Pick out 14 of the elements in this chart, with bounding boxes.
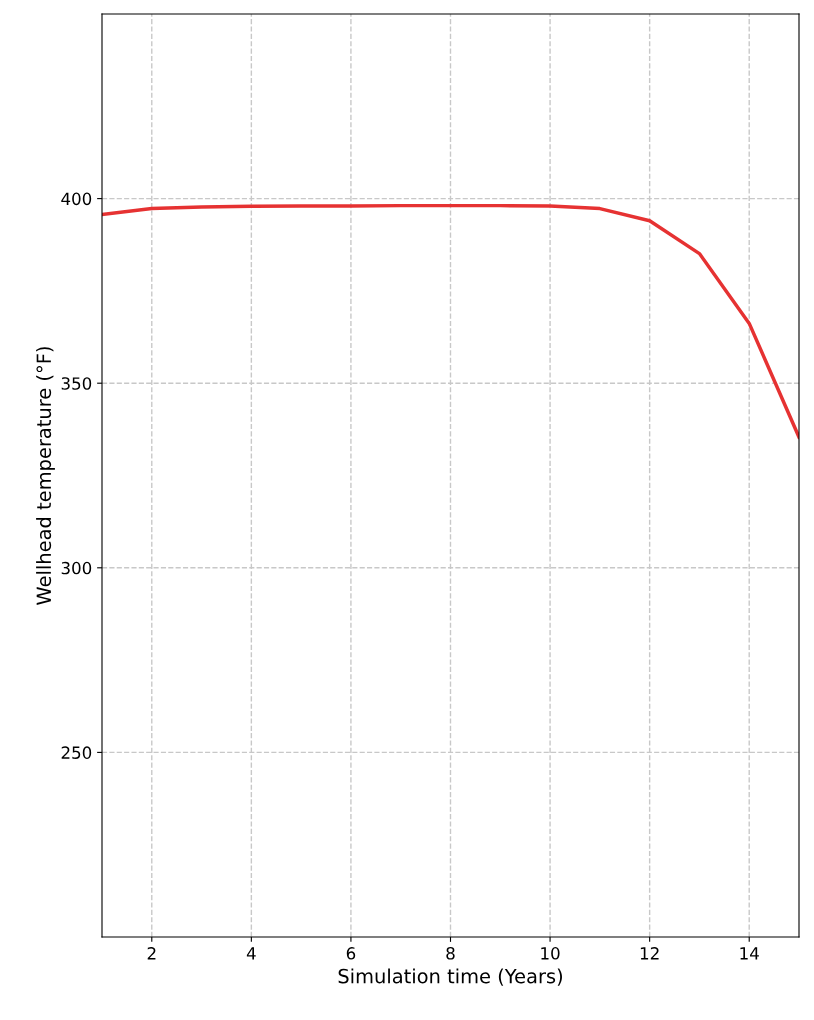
x-tick-label: 14 xyxy=(740,947,759,960)
x-tick-label: 10 xyxy=(541,947,560,960)
y-tick-label: 250 xyxy=(61,746,92,759)
x-tick-label: 12 xyxy=(640,947,659,960)
x-tick-label: 6 xyxy=(346,947,356,960)
x-axis-title: Simulation time (Years) xyxy=(338,968,562,986)
x-tick-label: 8 xyxy=(446,947,455,960)
y-axis-title: Wellhead temperature (°F) xyxy=(36,347,55,605)
line-series xyxy=(102,203,799,439)
y-tick-label: 300 xyxy=(61,561,92,575)
x-tick-label: 2 xyxy=(147,947,156,960)
y-tick-label: 350 xyxy=(61,377,92,390)
y-tick-label: 400 xyxy=(61,192,92,206)
x-tick-label: 4 xyxy=(246,947,256,960)
